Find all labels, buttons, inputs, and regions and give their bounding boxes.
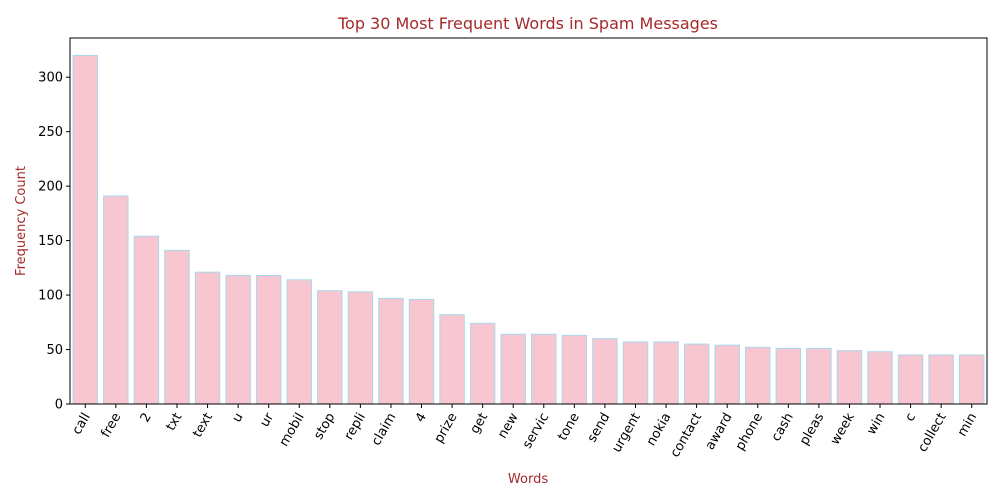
x-tick-label: get [467, 411, 491, 437]
bar-tone [561, 334, 588, 405]
x-tick-label: tone [555, 411, 583, 444]
y-axis: 0 50 100 150 200 250 300 [38, 71, 70, 413]
x-tick-label: award [703, 411, 736, 453]
bar-phone [745, 346, 771, 405]
x-tick-label: new [495, 410, 522, 441]
x-tick-label: c [902, 411, 919, 425]
x-tick-label: send [585, 411, 614, 446]
y-axis-label: Frequency Count [14, 166, 29, 276]
bar-award [714, 344, 740, 405]
bar-cash [775, 347, 802, 405]
x-tick-label: repli [342, 411, 369, 443]
x-tick-label: prize [432, 410, 461, 445]
bar-win [867, 351, 893, 405]
bar-2 [133, 235, 160, 405]
bar-c [897, 354, 924, 405]
x-tick-label: ur [257, 410, 277, 430]
y-tick-label: 200 [38, 180, 63, 195]
x-tick-label: call [70, 411, 94, 438]
x-tick-label: urgent [609, 411, 643, 456]
bar-min [958, 354, 985, 405]
bar-mobil [286, 279, 312, 405]
bar-4 [408, 298, 435, 405]
bar-week [836, 350, 863, 405]
bar-send [592, 338, 618, 405]
x-tick-label: 2 [138, 411, 155, 426]
x-tick-label: min [955, 411, 980, 440]
y-tick-label: 100 [38, 289, 63, 304]
x-tick-label: servic [520, 411, 552, 452]
y-tick-label: 150 [38, 234, 63, 249]
bar-ur [255, 274, 282, 405]
y-tick-label: 0 [55, 398, 63, 413]
bar-contact [683, 343, 710, 405]
y-tick-label: 250 [38, 125, 63, 140]
bar-txt [164, 249, 190, 405]
bars-group [72, 54, 985, 405]
x-tick-label: pleas [797, 410, 827, 448]
bar-get [469, 322, 496, 405]
bar-free [103, 195, 129, 405]
bar-servic [531, 333, 557, 405]
x-tick-label: txt [164, 411, 186, 434]
x-tick-label: claim [369, 411, 399, 449]
x-tick-label: week [828, 410, 858, 447]
x-tick-label: cash [769, 411, 797, 445]
y-tick-label: 300 [38, 71, 63, 86]
bar-urgent [622, 341, 649, 405]
x-axis-label: Words [508, 472, 548, 487]
bar-text [194, 271, 221, 405]
chart-title: Top 30 Most Frequent Words in Spam Messa… [337, 14, 718, 33]
bar-u [225, 274, 251, 405]
bar-claim [378, 297, 404, 405]
x-tick-label: u [229, 411, 246, 426]
bar-nokia [653, 341, 679, 405]
bar-new [500, 333, 526, 405]
bar-pleas [806, 347, 832, 405]
y-tick-label: 50 [46, 343, 63, 358]
x-tick-label: phone [733, 411, 766, 454]
x-tick-label: nokia [644, 411, 675, 449]
x-axis: call free 2 txt text u ur mobil stop repli claim 4 p… [70, 404, 980, 460]
x-tick-label: 4 [413, 411, 430, 426]
bar-stop [317, 290, 343, 405]
x-tick-label: stop [311, 411, 338, 443]
x-tick-label: win [864, 411, 888, 438]
x-tick-label: text [190, 411, 216, 441]
bar-collect [928, 354, 954, 405]
x-tick-label: free [99, 411, 125, 441]
plot-frame [69, 37, 988, 405]
bar-repli [347, 291, 374, 405]
x-tick-label: mobil [277, 411, 308, 450]
x-tick-label: collect [915, 411, 949, 455]
bar-prize [439, 314, 465, 405]
bar-call [72, 54, 99, 405]
